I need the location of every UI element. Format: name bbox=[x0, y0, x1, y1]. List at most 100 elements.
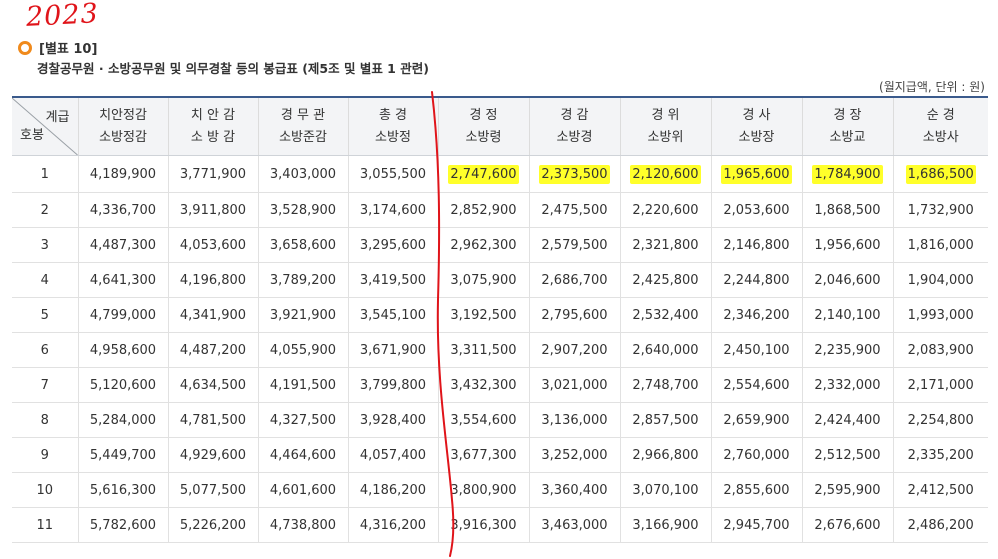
salary-value: 3,921,900 bbox=[269, 307, 337, 323]
table-row: 3 4,487,300 4,053,600 3,658,600 3,295,600 2,9… bbox=[12, 227, 988, 263]
salary-value: 2,254,800 bbox=[907, 412, 974, 428]
salary-cell: 4,738,800 bbox=[258, 507, 349, 543]
salary-value: 4,929,600 bbox=[179, 447, 247, 463]
salary-cell: 4,189,900 bbox=[78, 155, 169, 193]
salary-value: 4,327,500 bbox=[269, 412, 337, 428]
salary-cell: 1,993,000 bbox=[893, 297, 988, 333]
column-header-fire-rank: 소방령 bbox=[465, 129, 502, 145]
salary-value: 3,916,300 bbox=[450, 517, 517, 533]
salary-cell: 2,321,800 bbox=[620, 227, 712, 263]
salary-cell: 3,528,900 bbox=[258, 192, 349, 228]
circle-bullet-icon bbox=[18, 40, 32, 55]
table-row: 4 4,641,300 4,196,800 3,789,200 3,419,500 3,0… bbox=[12, 262, 988, 298]
table-row: 5 4,799,000 4,341,900 3,921,900 3,545,100 3,1… bbox=[12, 297, 988, 333]
salary-cell: 4,464,600 bbox=[258, 437, 349, 473]
salary-cell: 3,928,400 bbox=[348, 402, 439, 438]
salary-cell: 2,659,900 bbox=[711, 402, 803, 438]
salary-cell: 3,192,500 bbox=[438, 297, 530, 333]
column-header: 경 사 소방장 bbox=[711, 97, 803, 156]
column-header: 경 감 소방경 bbox=[529, 97, 621, 156]
salary-cell: 3,295,600 bbox=[348, 227, 439, 263]
table-row: 7 5,120,600 4,634,500 4,191,500 3,799,800 3,4… bbox=[12, 367, 988, 403]
salary-cell: 4,316,200 bbox=[348, 507, 439, 543]
salary-value: 2,220,600 bbox=[632, 202, 699, 218]
salary-value: 2,450,100 bbox=[723, 342, 790, 358]
salary-cell: 2,235,900 bbox=[802, 332, 894, 368]
salary-cell: 5,782,600 bbox=[78, 507, 169, 543]
table-row: 6 4,958,600 4,487,200 4,055,900 3,671,900 3,3… bbox=[12, 332, 988, 368]
salary-cell: 4,781,500 bbox=[168, 402, 259, 438]
salary-value: 4,487,300 bbox=[89, 237, 157, 253]
salary-cell: 3,658,600 bbox=[258, 227, 349, 263]
salary-cell: 1,904,000 bbox=[893, 262, 988, 298]
salary-cell: 5,616,300 bbox=[78, 472, 169, 508]
salary-cell: 3,921,900 bbox=[258, 297, 349, 333]
salary-cell: 2,676,600 bbox=[802, 507, 894, 543]
salary-cell: 4,186,200 bbox=[348, 472, 439, 508]
highlighted-salary-value: 2,747,600 bbox=[448, 164, 519, 184]
salary-value: 3,911,800 bbox=[179, 202, 247, 218]
corner-header-cell: 계급 호봉 bbox=[12, 97, 79, 156]
salary-value: 2,595,900 bbox=[814, 482, 881, 498]
salary-cell: 2,748,700 bbox=[620, 367, 712, 403]
salary-value: 3,432,300 bbox=[450, 377, 517, 393]
diagonal-divider bbox=[12, 98, 77, 155]
salary-value: 2,332,000 bbox=[814, 377, 881, 393]
step-cell: 8 bbox=[12, 402, 79, 438]
salary-cell: 2,053,600 bbox=[711, 192, 803, 228]
salary-value: 2,083,900 bbox=[907, 342, 974, 358]
salary-value: 3,671,900 bbox=[359, 342, 427, 358]
salary-cell: 4,641,300 bbox=[78, 262, 169, 298]
salary-value: 4,186,200 bbox=[359, 482, 427, 498]
salary-value: 2,171,000 bbox=[907, 377, 974, 393]
salary-value: 2,512,500 bbox=[814, 447, 881, 463]
salary-value: 1,904,000 bbox=[907, 272, 974, 288]
salary-cell: 4,341,900 bbox=[168, 297, 259, 333]
salary-value: 3,403,000 bbox=[269, 166, 337, 182]
salary-value: 3,055,500 bbox=[359, 166, 427, 182]
salary-cell: 3,311,500 bbox=[438, 332, 530, 368]
salary-cell: 2,475,500 bbox=[529, 192, 621, 228]
corner-step-label: 호봉 bbox=[20, 128, 44, 143]
salary-cell: 3,799,800 bbox=[348, 367, 439, 403]
salary-value: 2,945,700 bbox=[723, 517, 790, 533]
salary-cell: 2,962,300 bbox=[438, 227, 530, 263]
salary-cell: 3,789,200 bbox=[258, 262, 349, 298]
salary-value: 3,360,400 bbox=[541, 482, 608, 498]
salary-cell: 2,532,400 bbox=[620, 297, 712, 333]
column-header: 경 위 소방위 bbox=[620, 97, 712, 156]
salary-value: 4,057,400 bbox=[359, 447, 427, 463]
column-header-police-rank: 경 감 bbox=[560, 107, 589, 123]
salary-cell: 2,244,800 bbox=[711, 262, 803, 298]
salary-value: 3,799,800 bbox=[359, 377, 427, 393]
table-row: 11 5,782,600 5,226,200 4,738,800 4,316,200 3,… bbox=[12, 507, 988, 543]
salary-cell: 4,336,700 bbox=[78, 192, 169, 228]
salary-cell: 1,784,900 bbox=[802, 155, 894, 193]
salary-cell: 2,855,600 bbox=[711, 472, 803, 508]
salary-cell: 2,579,500 bbox=[529, 227, 621, 263]
salary-value: 4,053,600 bbox=[179, 237, 247, 253]
salary-value: 5,616,300 bbox=[89, 482, 157, 498]
salary-cell: 2,425,800 bbox=[620, 262, 712, 298]
salary-value: 3,658,600 bbox=[269, 237, 337, 253]
salary-value: 4,634,500 bbox=[179, 377, 247, 393]
column-header-police-rank: 경 무 관 bbox=[280, 107, 326, 123]
salary-cell: 2,140,100 bbox=[802, 297, 894, 333]
salary-cell: 1,965,600 bbox=[711, 155, 803, 193]
column-header: 경 정 소방령 bbox=[438, 97, 530, 156]
salary-value: 3,295,600 bbox=[359, 237, 427, 253]
salary-cell: 2,795,600 bbox=[529, 297, 621, 333]
salary-cell: 4,055,900 bbox=[258, 332, 349, 368]
salary-cell: 3,021,000 bbox=[529, 367, 621, 403]
salary-value: 4,781,500 bbox=[179, 412, 247, 428]
salary-cell: 2,171,000 bbox=[893, 367, 988, 403]
salary-cell: 5,120,600 bbox=[78, 367, 169, 403]
step-cell: 5 bbox=[12, 297, 79, 333]
column-header-police-rank: 치안정감 bbox=[99, 107, 147, 123]
section-title: [별표 10] bbox=[39, 42, 98, 57]
salary-value: 3,252,000 bbox=[541, 447, 608, 463]
salary-cell: 3,463,000 bbox=[529, 507, 621, 543]
salary-cell: 2,595,900 bbox=[802, 472, 894, 508]
step-cell: 2 bbox=[12, 192, 79, 228]
